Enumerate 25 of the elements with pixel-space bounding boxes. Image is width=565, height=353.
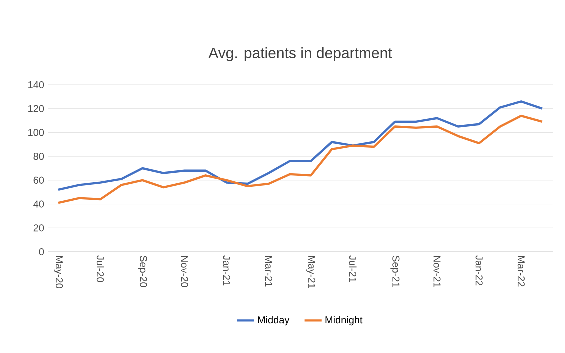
x-tick-label: Sep-20 xyxy=(138,256,148,288)
line-series xyxy=(57,114,544,204)
y-tick-label: 140 xyxy=(28,81,44,89)
x-tick-label: Jul-21 xyxy=(349,256,357,282)
line-series xyxy=(57,100,544,192)
x-tick-label: Mar-22 xyxy=(518,256,525,287)
legend-label: Midday xyxy=(258,316,290,326)
y-tick-label: 80 xyxy=(34,153,44,160)
y-tick-label: 20 xyxy=(34,224,44,232)
x-tick-label: May-20 xyxy=(54,256,64,288)
x-tick-label: Jan-21 xyxy=(223,256,230,286)
y-tick-label: 40 xyxy=(34,200,44,208)
chart-title: Avg. patients in department xyxy=(208,47,392,62)
x-tick-label: Nov-21 xyxy=(434,256,441,288)
x-tick-label: Jan-22 xyxy=(476,256,483,286)
x-tick-label: Jul-20 xyxy=(96,256,104,282)
x-tick-label: Sep-21 xyxy=(390,256,400,288)
y-tick-label: 100 xyxy=(28,129,44,136)
x-tick-label: May-21 xyxy=(306,256,316,288)
x-tick-label: Nov-20 xyxy=(181,256,188,288)
y-tick-label: 60 xyxy=(34,176,44,184)
y-tick-label: 120 xyxy=(28,105,44,112)
x-tick-label: Mar-21 xyxy=(265,256,272,287)
legend-label: Midnight xyxy=(326,316,363,326)
y-tick-label: 0 xyxy=(39,248,44,256)
